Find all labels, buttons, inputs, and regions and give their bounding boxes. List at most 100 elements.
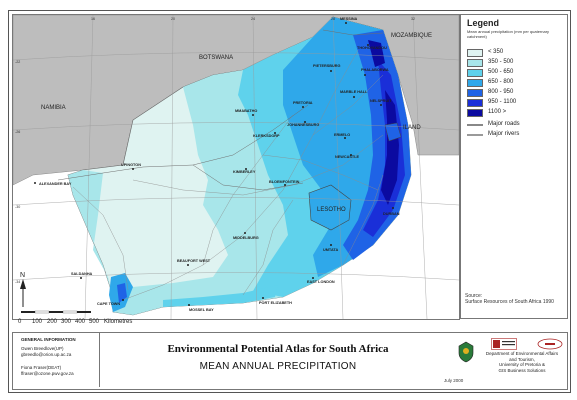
label-phalaborwa: PHALABORWA (361, 68, 389, 72)
legend-swatch (467, 49, 483, 57)
scale-tick-300: 300 (61, 319, 72, 325)
grid-label-left-1: -22 (15, 60, 20, 64)
label-upington: UPINGTON (121, 163, 141, 167)
label-middelburg: MIDDELBURG (233, 236, 259, 240)
dept-line-1: Department of Environmental Affairs (485, 351, 559, 356)
legend-swatch (467, 109, 483, 117)
legend-class-label: 650 - 800 (488, 79, 514, 85)
zone-south-coast (163, 285, 278, 307)
north-label: N (20, 272, 25, 279)
grid-label-left-4: -34 (15, 280, 20, 284)
label-east-london: EAST LONDON (307, 280, 335, 284)
legend-swatch (467, 69, 483, 77)
contact1-email: gbreedlo@orion.up.ac.za (21, 352, 72, 357)
label-swaziland: ILAND (403, 125, 421, 131)
label-thohoyandou: THOHOYANDOU (357, 46, 387, 50)
label-pretoria: PRETORIA (293, 101, 313, 105)
lesotho-outline (308, 184, 352, 231)
label-mozambique: MOZAMBIQUE (391, 33, 432, 39)
label-lesotho: LESOTHO (317, 207, 346, 213)
scale-tick-200: 200 (47, 319, 58, 325)
grid-label-top-4: 28 (331, 17, 335, 21)
legend-class-row: 500 - 650 (467, 69, 565, 78)
grid-label-top-3: 24 (251, 17, 255, 21)
legend-class-label: 800 - 950 (488, 89, 514, 95)
scale-bar (21, 310, 91, 314)
legend-class-row: 350 - 500 (467, 59, 565, 68)
label-kimberley: KIMBERLEY (233, 170, 256, 174)
label-alexander-bay: ALEXANDER BAY (39, 182, 72, 186)
label-pietersburg: PIETERSBURG (313, 64, 340, 68)
source-panel: Source: Surface Resources of South Afric… (460, 202, 568, 319)
scale-tick-0: 0 (18, 319, 22, 325)
legend-panel: Legend Mean annual precipitation (mm per… (460, 14, 568, 204)
label-newcastle: NEWCASTLE (335, 155, 360, 159)
coat-of-arms-logo (457, 341, 475, 363)
legend-class-row: 650 - 800 (467, 79, 565, 88)
legend-subtitle: Mean annual precipitation (mm per quater… (467, 29, 550, 39)
scale-tick-100: 100 (32, 319, 43, 325)
department-credits: Department of Environmental Affairs and … (480, 351, 564, 373)
legend-class-row: 800 - 950 (467, 89, 565, 98)
zone-west-coast (68, 170, 111, 290)
legend-swatch (467, 59, 483, 67)
label-port-elizabeth: PORT ELIZABETH (259, 301, 292, 305)
city-markers (34, 22, 394, 306)
legend-line-swatch (467, 134, 483, 136)
legend-class-row: 1100 > (467, 109, 565, 118)
label-durban: DURBAN (383, 212, 400, 216)
footer-panel: GENERAL INFORMATION Gwen Breedlove(UP) g… (12, 332, 568, 390)
map-canvas: BOTSWANA NAMIBIA MOZAMBIQUE LESOTHO ILAN… (13, 15, 459, 319)
zone-1100-north (368, 40, 385, 67)
legend-swatch (467, 99, 483, 107)
legend-line-swatch (467, 124, 483, 126)
grid-label-top-5: 32 (411, 17, 415, 21)
source-text: Surface Resources of South Africa 1990 (465, 299, 554, 305)
grid-label-top-2: 20 (171, 17, 175, 21)
major-rivers (57, 29, 384, 191)
label-umtata: UMTATA (323, 248, 338, 252)
contact1-name: Gwen Breedlove(UP) (21, 346, 64, 351)
label-ermelo: ERMELO (334, 133, 350, 137)
precipitation-map: BOTSWANA NAMIBIA MOZAMBIQUE LESOTHO ILAN… (12, 14, 460, 320)
source-label: Source: (465, 293, 483, 299)
label-messina: MESSINA (340, 17, 358, 21)
label-marble-hall: MARBLE HALL (340, 90, 368, 94)
label-namibia: NAMIBIA (41, 105, 66, 111)
legend-class-label: 350 - 500 (488, 59, 514, 65)
label-beaufort-west: BEAUFORT WEST (177, 259, 211, 263)
label-cape-town: CAPE TOWN (97, 302, 120, 306)
dept-line-3: University of Pretoria & (498, 362, 545, 367)
legend-class-label: 500 - 650 (488, 69, 514, 75)
zone-cape-wettest (117, 283, 127, 303)
legend-title: Legend (467, 18, 500, 28)
atlas-title: Environmental Potential Atlas for South … (167, 343, 389, 355)
label-botswana: BOTSWANA (199, 55, 233, 61)
label-mossel-bay: MOSSEL BAY (189, 308, 214, 312)
swaziland-outline (384, 122, 402, 142)
map-subtitle: MEAN ANNUAL PRECIPITATION (199, 361, 357, 372)
scale-tick-400: 400 (75, 319, 86, 325)
grid-label-top-1: 16 (91, 17, 95, 21)
major-roads (72, 49, 384, 301)
dept-line-2: and Tourism, (509, 356, 535, 362)
dept-line-4: GIS Business Solutions (498, 367, 546, 373)
legend-swatch (467, 89, 483, 97)
contact2-name: Fiona Fraser(DEAT) (21, 365, 62, 370)
legend-class-label: 1100 > (488, 109, 507, 115)
grid-label-left-3: -30 (15, 205, 20, 209)
label-saldanha: SALDANHA (71, 272, 93, 276)
grid-label-left-2: -26 (15, 130, 20, 134)
label-bloemfontein: BLOEMFONTEIN (269, 180, 300, 184)
date-label: July 2000 (444, 378, 464, 383)
legend-class-row: 950 - 1100 (467, 99, 565, 108)
general-info: GENERAL INFORMATION Gwen Breedlove(UP) g… (13, 333, 100, 387)
university-pretoria-logo (491, 337, 517, 350)
gis-business-solutions-logo (537, 337, 563, 350)
legend-class-label: 950 - 1100 (488, 99, 517, 105)
legend-line-row: Major roads (467, 121, 565, 130)
label-nelspruit: NELSPRUIT (370, 99, 392, 103)
legend-class-label: < 350 (488, 49, 504, 55)
scale-unit: Kilometres (104, 319, 133, 325)
legend-line-label: Major rivers (488, 131, 520, 137)
